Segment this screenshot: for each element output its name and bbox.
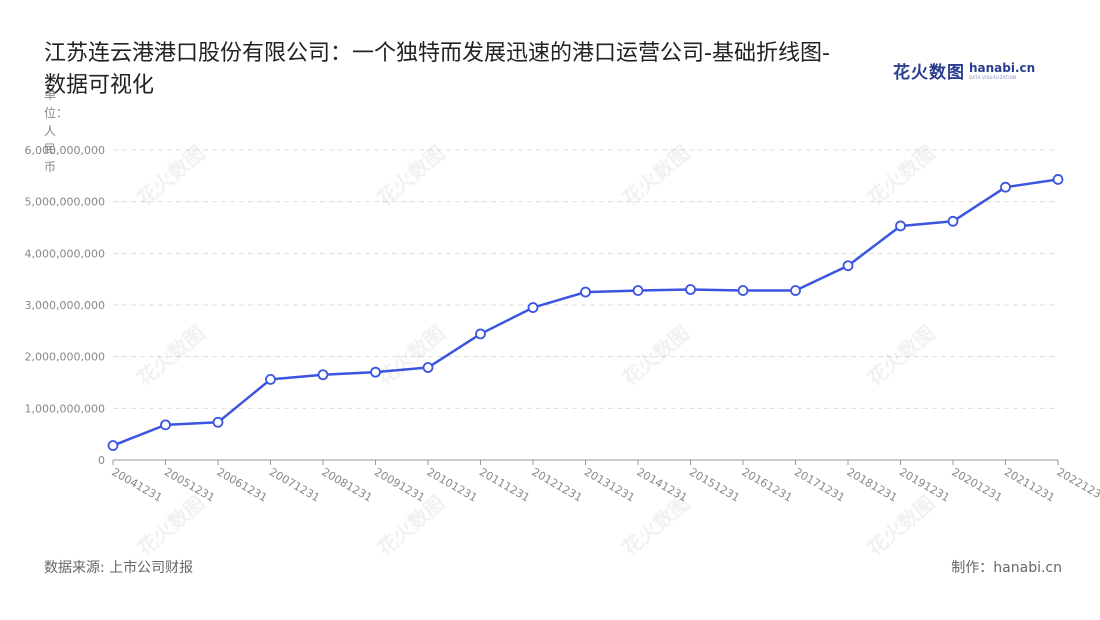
credit: 制作：hanabi.cn [951,560,1062,576]
data-point [737,285,749,296]
logo-subtext: DATA VISUALIZATION [969,74,1017,80]
x-tick-label: 20061231 [215,465,270,504]
data-point [160,419,171,431]
y-tick-label: 2,000,000,000 [25,351,105,364]
x-tick-labels: 2004123120051231200612312007123120081231… [110,465,1100,504]
x-tick-label: 20081231 [320,465,375,504]
data-point [265,373,276,385]
data-point [475,328,486,340]
data-point [317,369,329,381]
data-point [1000,181,1011,193]
data-source: 数据来源: 上市公司财报 [44,560,194,576]
y-tick-labels: 0 1,000,000,000 2,000,000,000 3,000,000,000… [25,144,105,467]
data-point [212,416,224,428]
x-tick-label: 20111231 [477,465,532,504]
x-tick-label: 20101231 [425,465,480,504]
series-line-group [112,178,1059,447]
x-tick-label: 20181231 [845,465,900,504]
x-tick-label: 20211231 [1002,465,1057,504]
x-tick-label: 20191231 [897,465,952,504]
chart-title: 江苏连云港港口股份有限公司：一个独特而发展迅速的港口运营公司-基础折线图-数据可… [44,41,830,98]
x-tick-label: 20221231 [1055,465,1100,504]
data-point [842,260,854,272]
x-tick-label: 20131231 [582,465,637,504]
y-tick-label: 1,000,000,000 [25,402,105,415]
data-point [527,302,539,313]
series-line [112,178,1059,447]
data-point [1052,174,1064,185]
data-point [107,440,119,451]
x-tick-label: 20041231 [110,465,165,504]
brand-logo: 花火数图 hanabi.cn DATA VISUALIZATION [893,58,1035,84]
x-axis [112,459,1059,465]
data-point [422,362,434,373]
grid-lines [113,149,1058,409]
x-tick-label: 20151231 [687,465,742,504]
x-tick-label: 20141231 [635,465,690,504]
data-point [895,220,906,232]
y-tick-label: 3,000,000,000 [25,299,105,312]
x-tick-label: 20051231 [162,465,217,504]
y-tick-label: 5,000,000,000 [25,196,105,209]
data-point [947,215,959,227]
data-point [685,284,696,295]
data-points [107,174,1064,451]
data-point [790,285,801,296]
logo-text-en: hanabi.cn [969,60,1036,75]
x-tick-label: 20091231 [372,465,427,504]
x-tick-label: 20071231 [267,465,322,504]
logo-text-en-group: hanabi.cn DATA VISUALIZATION [969,62,1035,80]
y-tick-label: 0 [98,454,105,467]
x-tick-label: 20171231 [792,465,847,504]
x-tick-label: 20201231 [950,465,1005,504]
data-point [632,285,644,296]
x-tick-label: 20121231 [530,465,585,504]
logo-text-cn: 花火数图 [893,63,965,83]
data-point [580,286,591,298]
y-tick-label: 4,000,000,000 [25,247,105,260]
y-tick-label: 6,000,000,000 [25,144,105,157]
x-tick-label: 20161231 [740,465,795,504]
data-point [370,366,381,378]
